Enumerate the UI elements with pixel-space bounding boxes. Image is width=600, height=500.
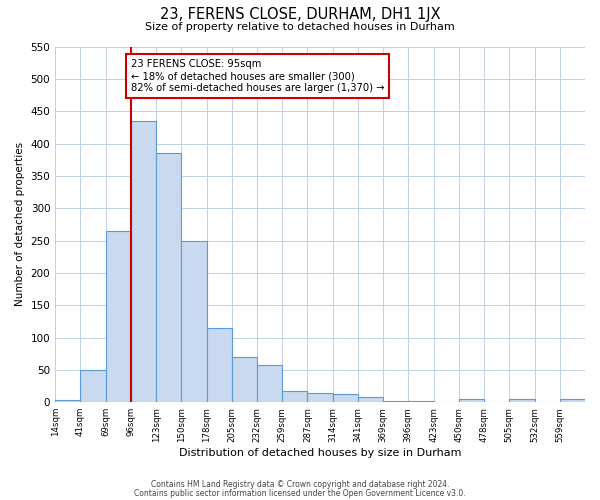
- Text: Contains public sector information licensed under the Open Government Licence v3: Contains public sector information licen…: [134, 488, 466, 498]
- Bar: [55, 400, 80, 402]
- Text: Contains HM Land Registry data © Crown copyright and database right 2024.: Contains HM Land Registry data © Crown c…: [151, 480, 449, 489]
- Y-axis label: Number of detached properties: Number of detached properties: [15, 142, 25, 306]
- Bar: [509, 399, 535, 402]
- Bar: [106, 231, 131, 402]
- Bar: [131, 121, 156, 402]
- Bar: [332, 394, 358, 402]
- Text: 23, FERENS CLOSE, DURHAM, DH1 1JX: 23, FERENS CLOSE, DURHAM, DH1 1JX: [160, 8, 440, 22]
- Bar: [459, 399, 484, 402]
- Bar: [307, 392, 332, 402]
- Bar: [206, 328, 232, 402]
- Bar: [257, 364, 282, 402]
- Bar: [181, 240, 206, 402]
- Bar: [282, 390, 307, 402]
- Bar: [383, 401, 409, 402]
- Text: Size of property relative to detached houses in Durham: Size of property relative to detached ho…: [145, 22, 455, 32]
- Bar: [156, 153, 181, 402]
- Bar: [560, 399, 585, 402]
- Bar: [409, 401, 434, 402]
- Bar: [358, 397, 383, 402]
- Bar: [232, 357, 257, 402]
- Text: 23 FERENS CLOSE: 95sqm
← 18% of detached houses are smaller (300)
82% of semi-de: 23 FERENS CLOSE: 95sqm ← 18% of detached…: [131, 60, 385, 92]
- X-axis label: Distribution of detached houses by size in Durham: Distribution of detached houses by size …: [179, 448, 461, 458]
- Bar: [80, 370, 106, 402]
